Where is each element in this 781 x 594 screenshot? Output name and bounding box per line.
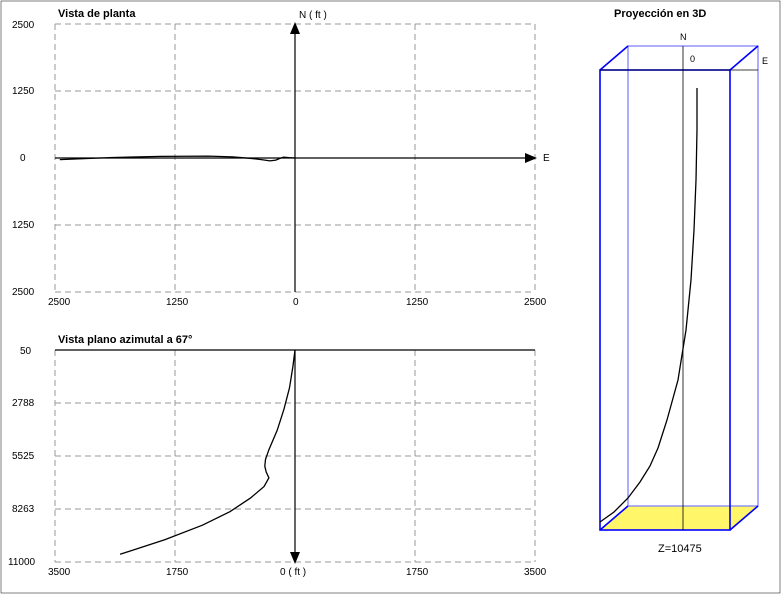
page-border [0,0,781,594]
